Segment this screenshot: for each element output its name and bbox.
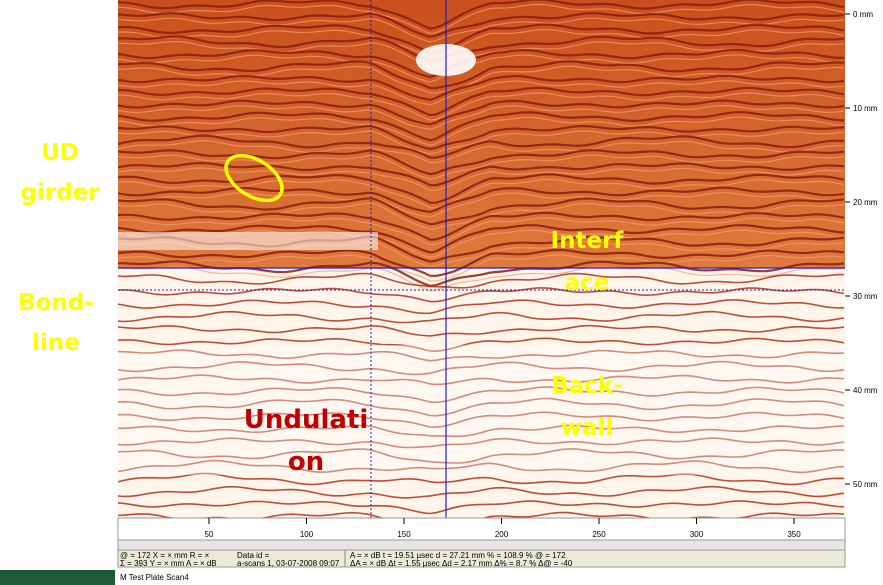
scrollbar[interactable] bbox=[118, 540, 845, 550]
depth-tick-label: 50 mm bbox=[853, 480, 878, 489]
screenshot: M Test Plate Scan4 UD girder Bond-line Undu… bbox=[0, 0, 883, 585]
status-text: ΔA = × dB Δt = 1.55 µsec Δd = 2.17 mm Δ%… bbox=[350, 559, 573, 568]
depth-axis bbox=[845, 0, 883, 518]
overlay-label: wall bbox=[561, 415, 614, 441]
scan-tick-label: 150 bbox=[397, 530, 411, 539]
scan-tick-label: 250 bbox=[592, 530, 606, 539]
scan-tick-label: 50 bbox=[205, 530, 214, 539]
side-label: girder bbox=[20, 180, 100, 206]
side-label: line bbox=[32, 330, 80, 356]
depth-tick-label: 10 mm bbox=[853, 104, 878, 113]
depth-tick-label: 30 mm bbox=[853, 292, 878, 301]
taskbar-thumb bbox=[0, 570, 115, 585]
bright-band bbox=[118, 232, 378, 250]
overlay-label: ace bbox=[565, 270, 610, 296]
status-text: Σ = 393 Y = × mm A = × dB bbox=[120, 559, 217, 568]
depth-tick-label: 40 mm bbox=[853, 386, 878, 395]
scan-tick-label: 300 bbox=[690, 530, 704, 539]
scan-tick-label: 200 bbox=[495, 530, 509, 539]
scan-ruler bbox=[118, 518, 845, 540]
scan-tick-label: 100 bbox=[300, 530, 314, 539]
overlay-label: Back- bbox=[551, 373, 623, 399]
scan-tick-label: 350 bbox=[787, 530, 801, 539]
side-label: UD bbox=[41, 140, 79, 166]
bright-band bbox=[118, 345, 845, 475]
depth-tick-label: 0 mm bbox=[853, 10, 873, 19]
window-title: M Test Plate Scan4 bbox=[120, 573, 189, 582]
overlay-label: Undulati bbox=[244, 405, 369, 435]
page: M Test Plate Scan4 UD girder Bond-line Undu… bbox=[0, 0, 883, 585]
overlay-label: on bbox=[288, 447, 324, 477]
depth-tick-label: 20 mm bbox=[853, 198, 878, 207]
overlay-label: Interf bbox=[551, 228, 625, 254]
status-text: a-scans 1, 03-07-2008 09:07 bbox=[237, 559, 340, 568]
side-label: Bond- bbox=[18, 290, 94, 316]
